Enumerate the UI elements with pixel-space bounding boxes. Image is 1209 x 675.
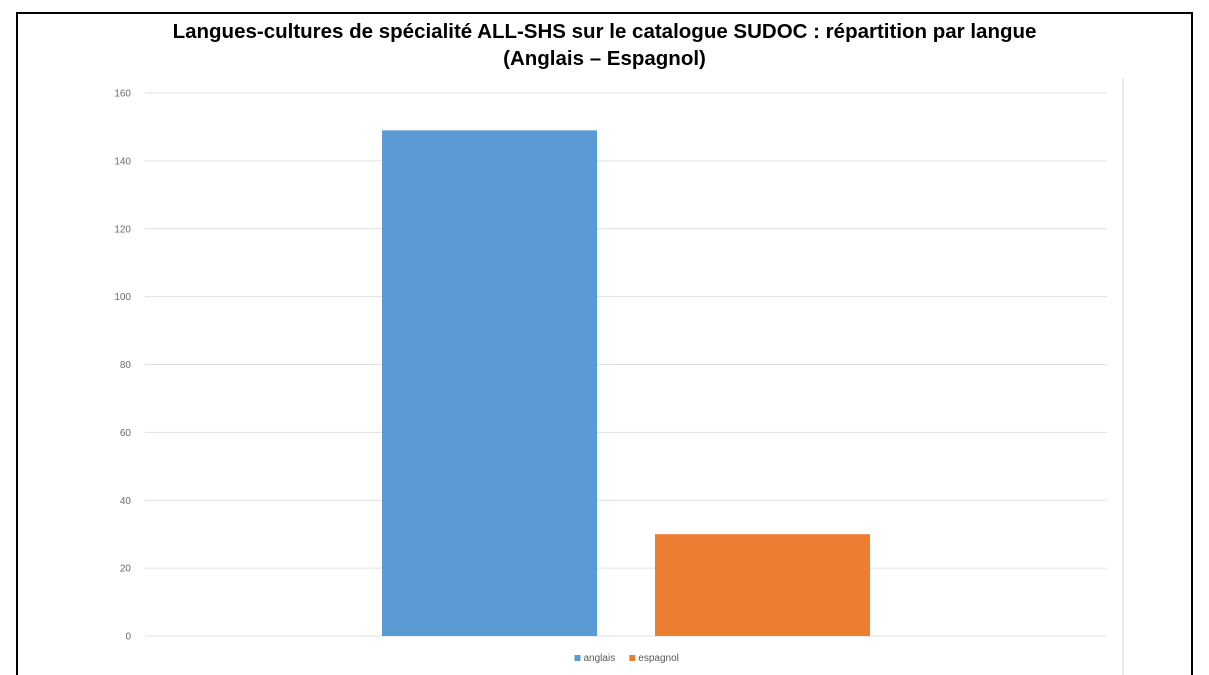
legend-swatch-espagnol bbox=[629, 655, 636, 661]
y-tick-label: 60 bbox=[120, 428, 132, 439]
y-axis-tick-labels: 0 20 40 60 80 100 120 140 160 bbox=[114, 89, 131, 643]
y-tick-label: 0 bbox=[125, 632, 131, 643]
bar-espagnol bbox=[655, 534, 870, 636]
frame-right-border bbox=[1191, 12, 1193, 675]
chart-title-line-1: Langues-cultures de spécialité ALL-SHS s… bbox=[172, 20, 1037, 43]
y-tick-label: 40 bbox=[120, 496, 132, 507]
chart-title-line-2: (Anglais – Espagnol) bbox=[503, 47, 706, 70]
y-tick-label: 20 bbox=[120, 564, 132, 575]
y-tick-label: 120 bbox=[114, 224, 131, 235]
frame-left-border bbox=[16, 12, 18, 675]
bar-anglais bbox=[382, 130, 597, 637]
legend: anglais espagnol bbox=[574, 653, 679, 664]
frame-top-border bbox=[16, 12, 1193, 14]
y-tick-label: 80 bbox=[120, 360, 132, 371]
legend-label-anglais: anglais bbox=[584, 653, 616, 664]
gridlines bbox=[145, 92, 1107, 637]
bars bbox=[382, 130, 870, 637]
y-tick-label: 160 bbox=[114, 89, 131, 100]
legend-label-espagnol: espagnol bbox=[638, 653, 679, 664]
y-tick-label: 100 bbox=[114, 292, 131, 303]
y-tick-label: 140 bbox=[114, 156, 131, 167]
legend-swatch-anglais bbox=[574, 655, 581, 661]
chart-title: Langues-cultures de spécialité ALL-SHS s… bbox=[18, 18, 1191, 72]
